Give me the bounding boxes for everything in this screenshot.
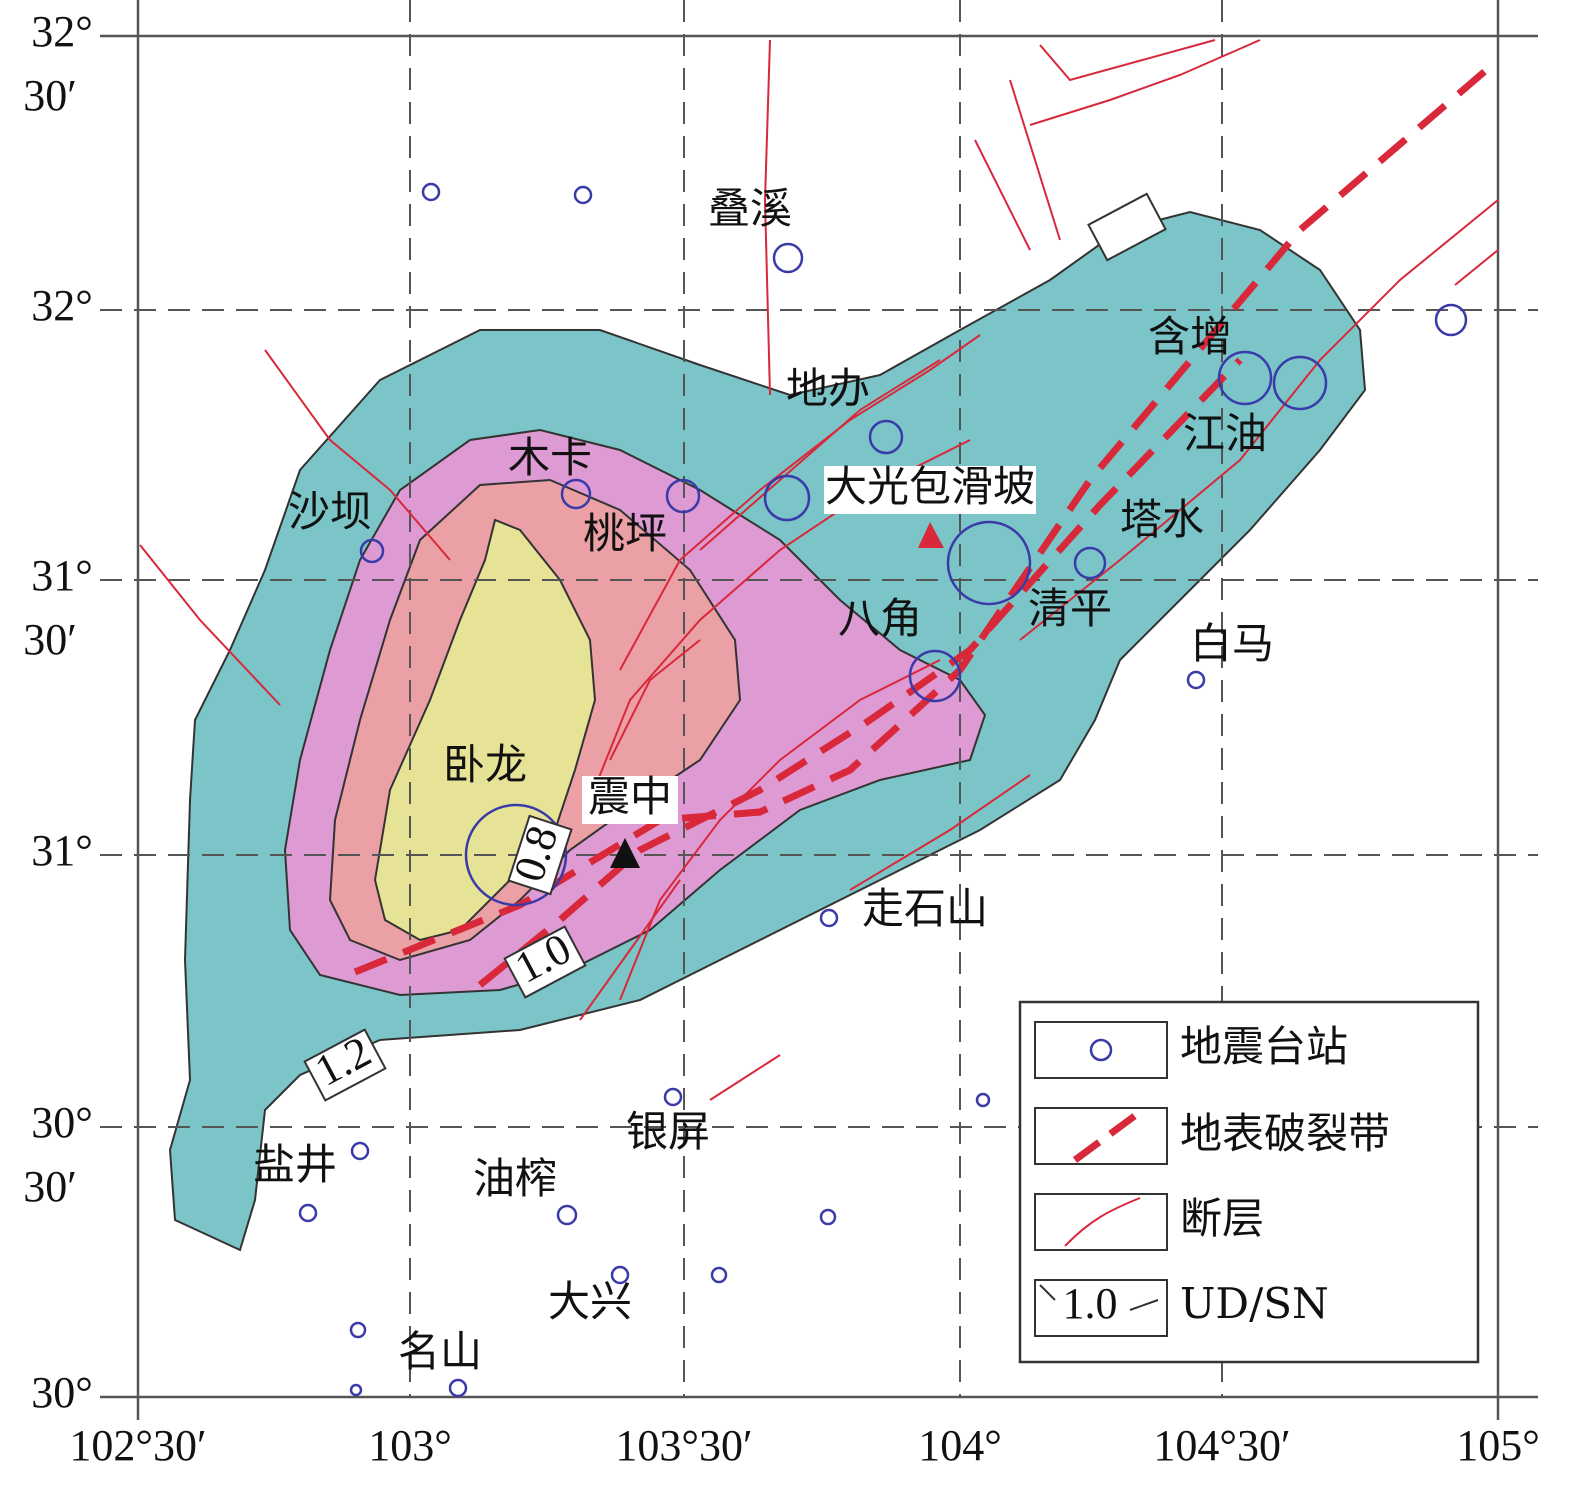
- contour-label-box: [507, 814, 573, 896]
- y-tick-label: 30°: [31, 1098, 93, 1147]
- place-label: 含增: [1148, 312, 1232, 361]
- y-tick-label: 31°: [31, 826, 93, 875]
- x-tick-label: 103°: [368, 1421, 452, 1470]
- rupture-zone: [353, 57, 1501, 976]
- place-label: 八角: [838, 594, 922, 643]
- contour-label-box: [303, 1028, 387, 1102]
- place-label: 大光包滑坡: [825, 462, 1035, 511]
- place-label: 大兴: [548, 1277, 632, 1326]
- place-label: 木卡: [508, 433, 592, 482]
- x-tick-label: 103°30′: [615, 1421, 752, 1470]
- x-tick-label: 105°: [1456, 1421, 1540, 1470]
- place-label: 白马: [1190, 619, 1274, 668]
- place-label: 盐井: [253, 1140, 337, 1189]
- faults: [139, 39, 1499, 1101]
- y-tick-label: 30′: [23, 71, 77, 120]
- label-box: [1087, 192, 1167, 262]
- place-label: 沙坝: [288, 487, 372, 536]
- rupture-zone: [477, 357, 1243, 988]
- grid: [100, 0, 1538, 1420]
- place-label: 震中: [588, 772, 672, 821]
- legend-label: 地表破裂带: [1180, 1109, 1390, 1158]
- label-bg: [824, 466, 1036, 514]
- place-label: 清平: [1028, 584, 1112, 633]
- legend: [1018, 1000, 1480, 1364]
- label-bg: [582, 776, 678, 824]
- contour-label-box: [503, 925, 587, 999]
- y-tick-label: 32°: [31, 281, 93, 330]
- place-label: 桃坪: [583, 509, 667, 558]
- legend-label: 断层: [1180, 1194, 1264, 1243]
- y-tick-label: 30°: [31, 1368, 93, 1417]
- place-label: 油榨: [473, 1154, 557, 1203]
- epicenter-marker: [610, 838, 640, 868]
- place-label: 名山: [398, 1327, 482, 1376]
- landslide-marker: [918, 522, 944, 548]
- place-label: 塔水: [1120, 495, 1204, 544]
- place-label: 江油: [1183, 409, 1267, 458]
- legend-sample-label: 1.0: [1063, 1279, 1118, 1328]
- place-label: 地办: [786, 364, 870, 413]
- y-tick-label: 30′: [23, 1162, 77, 1211]
- x-tick-label: 104°30′: [1153, 1421, 1290, 1470]
- place-label: 走石山: [862, 884, 988, 933]
- y-tick-label: 32°: [31, 7, 93, 56]
- legend-label: UD/SN: [1180, 1279, 1329, 1328]
- legend-label: 地震台站: [1180, 1022, 1348, 1071]
- x-tick-label: 102°30′: [69, 1421, 206, 1470]
- place-label: 叠溪: [708, 184, 792, 233]
- x-tick-label: 104°: [918, 1421, 1002, 1470]
- stations: [298, 182, 1468, 1398]
- place-label: 卧龙: [443, 740, 527, 789]
- y-tick-label: 31°: [31, 551, 93, 600]
- place-label: 银屏: [626, 1107, 710, 1156]
- y-tick-label: 30′: [23, 615, 77, 664]
